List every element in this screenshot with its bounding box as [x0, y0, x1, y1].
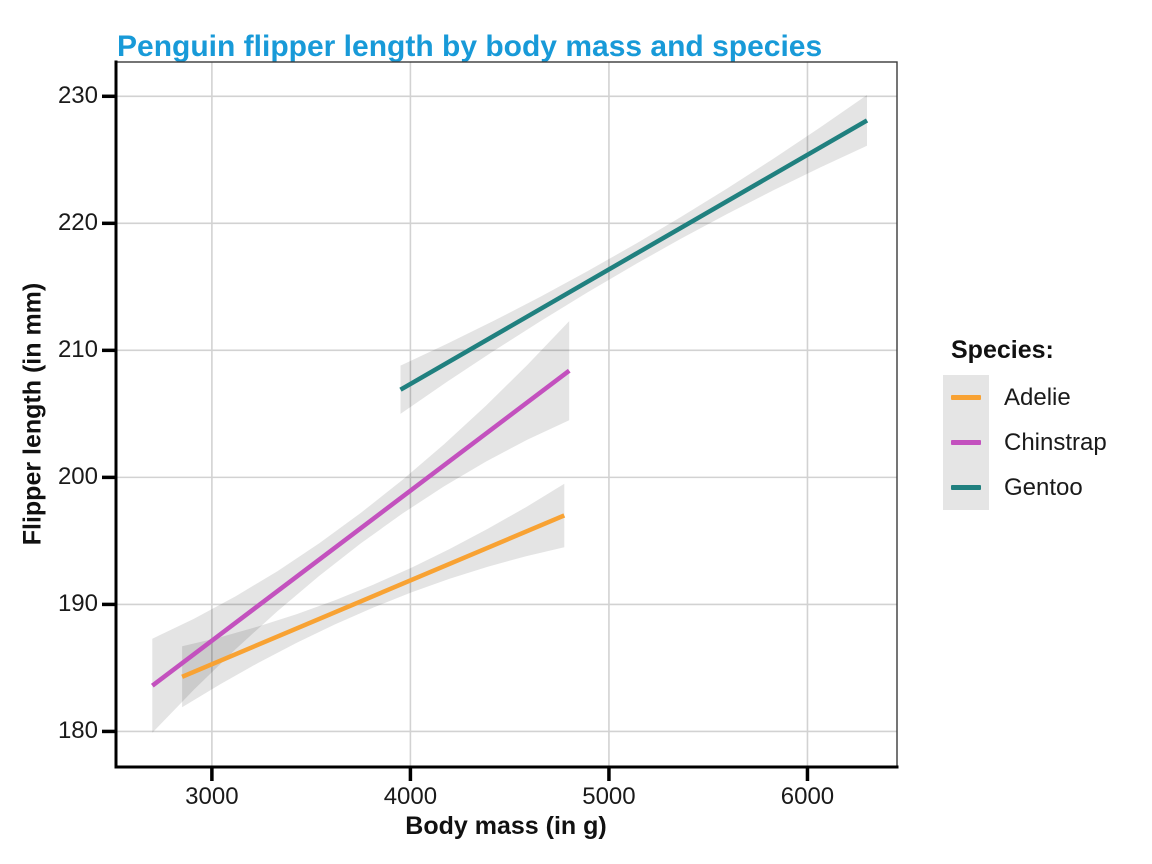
y-tick-label: 200 — [57, 463, 98, 491]
y-axis-title: Flipper length (in mm) — [18, 282, 47, 546]
y-tick-label: 220 — [57, 209, 98, 237]
legend-item-adelie: Adelie — [943, 375, 1107, 420]
regression-line-gentoo — [399, 118, 869, 392]
legend-key-chinstrap — [943, 420, 989, 465]
x-tick-label: 4000 — [383, 783, 438, 810]
legend-key-line-icon — [951, 395, 981, 400]
legend-key-gentoo — [943, 465, 989, 510]
legend-key-line-icon — [951, 440, 981, 445]
y-tick-label: 190 — [57, 590, 98, 618]
x-tick-label: 3000 — [185, 783, 239, 810]
legend-item-gentoo: Gentoo — [943, 465, 1107, 510]
regression-line-chinstrap — [150, 368, 571, 688]
legend-key-line-icon — [951, 485, 981, 490]
legend-label: Gentoo — [1004, 473, 1083, 501]
y-tick-label: 230 — [57, 82, 98, 110]
legend-label: Adelie — [1004, 383, 1071, 411]
chart-title: Penguin flipper length by body mass and … — [117, 30, 823, 64]
legend-title: Species: — [951, 336, 1054, 364]
x-tick-label: 5000 — [582, 783, 636, 810]
y-tick-label: 210 — [57, 336, 98, 364]
legend-item-chinstrap: Chinstrap — [943, 420, 1107, 465]
x-tick-label: 6000 — [780, 783, 835, 810]
legend-items: Adelie Chinstrap Gentoo — [943, 375, 1107, 510]
legend-key-adelie — [943, 375, 989, 420]
y-tick-label: 180 — [57, 717, 98, 745]
legend: Species: Adelie Chinstrap Gentoo — [943, 336, 1107, 510]
regression-line-adelie — [181, 513, 566, 679]
legend-label: Chinstrap — [1004, 428, 1107, 456]
x-axis-title: Body mass (in g) — [405, 812, 607, 840]
